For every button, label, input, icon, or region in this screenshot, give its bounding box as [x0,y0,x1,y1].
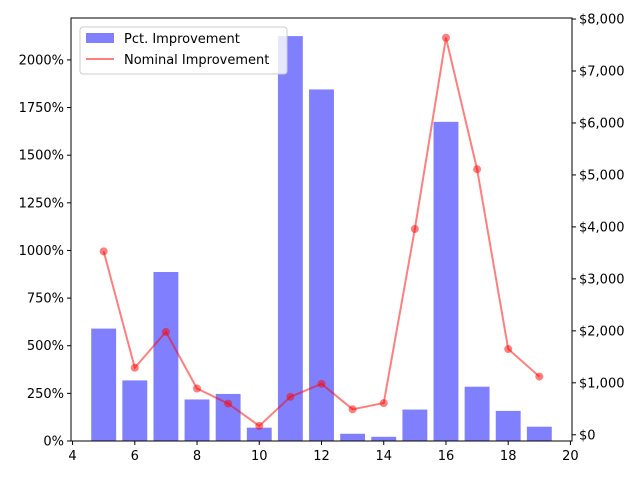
x-tick-label: 14 [375,449,392,464]
y-left-tick-label: 250% [27,387,64,402]
y-right-tick-label: $7,000 [579,65,625,80]
bar-7 [153,271,179,441]
point-15 [410,224,419,233]
point-12 [317,379,326,388]
y-left-tick-label: 1250% [19,196,64,211]
y-right-tick-label: $3,000 [579,272,625,287]
bar-11 [277,36,303,442]
bar-10 [246,427,272,441]
point-9 [224,399,233,408]
x-tick-label: 8 [193,449,201,464]
point-16 [441,33,450,42]
legend-swatch-pct-improvement [86,33,114,43]
bar-17 [464,386,490,441]
x-tick-label: 6 [131,449,139,464]
point-10 [255,421,264,430]
bar-19 [526,426,552,441]
x-tick-label: 4 [68,449,76,464]
legend-label-pct-improvement: Pct. Improvement [124,32,240,47]
legend-label-nominal-improvement: Nominal Improvement [124,53,269,68]
point-19 [535,372,544,381]
y-right-tick-label: $5,000 [579,168,625,183]
bar-5 [91,328,117,441]
y-right-tick-label: $8,000 [579,13,625,28]
point-11 [286,392,295,401]
point-13 [348,405,357,414]
y-axis-left: 0% 250% 500% 750% 1000% 1250% 1500% 1750% 2000% [19,53,71,450]
point-17 [473,165,482,174]
y-right-tick-label: $0 [579,428,596,443]
legend-box [79,26,288,75]
point-7 [161,327,170,336]
x-tick-label: 12 [313,449,330,464]
y-left-tick-label: 1750% [19,101,64,116]
point-5 [99,247,108,256]
legend: Pct. Improvement Nominal Improvement [79,26,288,75]
y-left-tick-label: 1000% [19,244,64,259]
point-18 [504,345,513,354]
x-tick-label: 16 [438,449,455,464]
x-tick-label: 20 [562,449,579,464]
y-left-tick-label: 2000% [19,53,64,68]
y-right-tick-label: $4,000 [579,220,625,235]
y-right-tick-label: $1,000 [579,376,625,391]
bar-13 [340,433,366,441]
y-left-tick-label: 500% [27,339,64,354]
y-left-tick-label: 1500% [19,149,64,164]
point-6 [130,363,139,372]
y-left-tick-label: 750% [27,292,64,307]
x-axis: 4 6 8 10 12 14 16 18 20 [68,441,579,464]
point-14 [379,399,388,408]
point-8 [193,384,202,393]
y-right-tick-label: $6,000 [579,116,625,131]
bar-15 [402,409,428,441]
y-right-tick-label: $2,000 [579,324,625,339]
bar-16 [433,121,459,441]
line-series-nominal-improvement [99,33,544,430]
y-left-tick-label: 0% [43,435,64,450]
bar-8 [184,399,210,441]
x-tick-label: 18 [500,449,517,464]
y-axis-right: $0 $1,000 $2,000 $3,000 $4,000 $5,000 $6,000 $7… [572,13,625,443]
x-tick-label: 10 [251,449,268,464]
bar-18 [495,410,521,441]
bar-6 [122,380,148,441]
bar-14 [371,436,397,441]
